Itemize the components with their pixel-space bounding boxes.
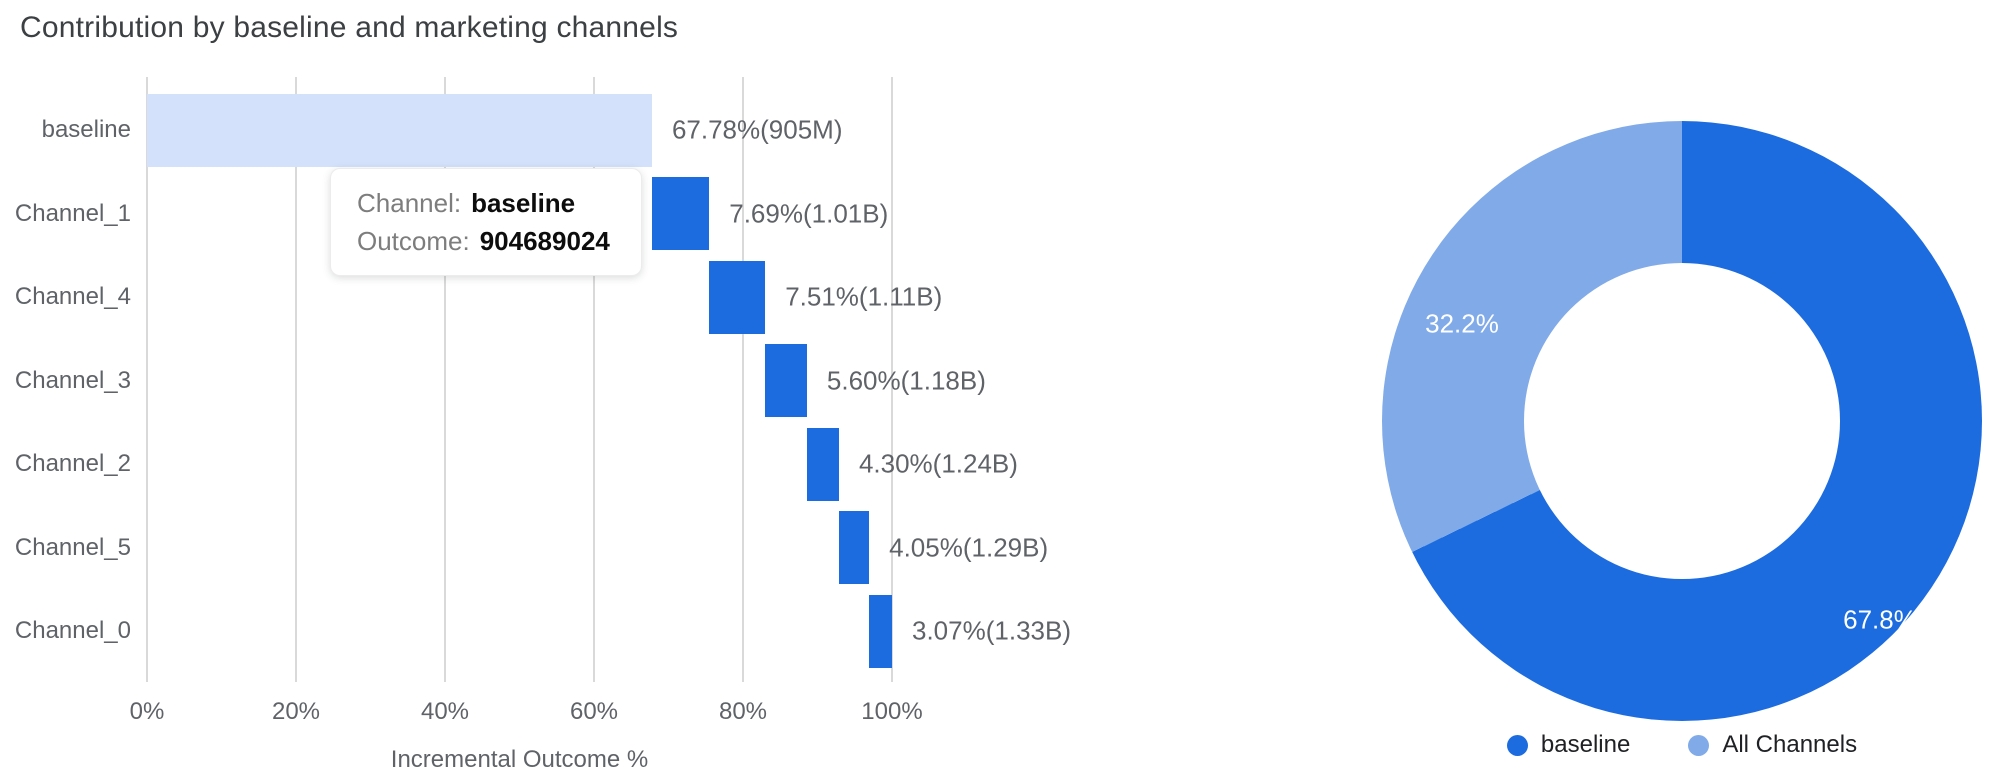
bar-baseline[interactable] (147, 93, 652, 167)
legend-label: baseline (1540, 731, 1631, 758)
tooltip-outcome-label: Outcome: (357, 226, 470, 256)
bar-value-label: 5.60%(1.18B) (826, 365, 986, 395)
gridline (295, 77, 297, 682)
x-axis-tick-label: 40% (420, 698, 470, 725)
bar-value-label: 3.07%(1.33B) (912, 615, 1071, 646)
bar-value-label: 4.30%(1.24B) (858, 448, 1018, 479)
tooltip-outcome-row: Outcome: 904689024 (357, 222, 641, 260)
gridline (593, 77, 595, 682)
x-axis-title: Incremental Outcome % (390, 746, 649, 773)
legend-dot-icon (1506, 734, 1528, 756)
bar-channel_5[interactable] (838, 511, 870, 584)
tooltip-channel-label: Channel: (357, 188, 462, 218)
legend-item-baseline: baseline (1506, 731, 1631, 759)
chart-title: Contribution by baseline and marketing c… (20, 11, 679, 44)
legend-item-all-channels: All Channels (1688, 731, 1857, 759)
bar-value-label: 67.78%(905M) (671, 114, 843, 145)
x-axis-tick-label: 0% (129, 698, 165, 725)
donut-slice-label-baseline: 67.8% (1843, 604, 1917, 635)
donut-hole (1524, 263, 1840, 579)
x-axis-tick-label: 60% (569, 698, 619, 725)
tooltip-outcome-value: 904689024 (479, 226, 610, 256)
x-axis-tick-label: 80% (718, 698, 768, 725)
category-label-channel_4: Channel_4 (14, 283, 131, 310)
tooltip-channel-value: baseline (471, 188, 576, 218)
category-label-channel_1: Channel_1 (14, 199, 131, 227)
category-label-baseline: baseline (41, 116, 131, 143)
bar-value-label: 7.51%(1.11B) (785, 281, 943, 312)
bar-channel_2[interactable] (806, 427, 839, 501)
legend-dot-icon (1688, 734, 1710, 756)
category-label-channel_2: Channel_2 (14, 450, 131, 477)
bar-channel_0[interactable] (869, 594, 892, 668)
bar-value-label: 4.05%(1.29B) (889, 532, 1049, 562)
hover-tooltip: Channel: baseline Outcome: 904689024 (330, 168, 642, 276)
waterfall-chart: 0% 20% 40% 60% 80% 100% baseline 67.78%(905M) Ch… (14, 77, 1071, 773)
category-label-channel_5: Channel_5 (14, 533, 131, 561)
donut-slice-label-all-channels: 32.2% (1425, 308, 1499, 339)
legend-label: All Channels (1722, 731, 1858, 758)
x-axis-tick-label: 20% (271, 698, 321, 725)
gridline (146, 77, 148, 682)
bar-channel_4[interactable] (709, 260, 766, 334)
gridline (444, 77, 446, 682)
category-label-channel_3: Channel_3 (14, 366, 131, 394)
category-label-channel_0: Channel_0 (14, 617, 131, 644)
bar-channel_1[interactable] (651, 177, 710, 250)
tooltip-channel-row: Channel: baseline (357, 184, 641, 222)
gridline (742, 77, 744, 682)
gridline (891, 77, 893, 682)
donut-chart: 67.8% 32.2% (1382, 121, 1982, 721)
bar-value-label: 7.69%(1.01B) (729, 198, 889, 228)
donut-legend: baseline All Channels (1382, 731, 1982, 759)
x-axis-tick-label: 100% (861, 698, 923, 725)
bar-channel_3[interactable] (765, 344, 807, 417)
